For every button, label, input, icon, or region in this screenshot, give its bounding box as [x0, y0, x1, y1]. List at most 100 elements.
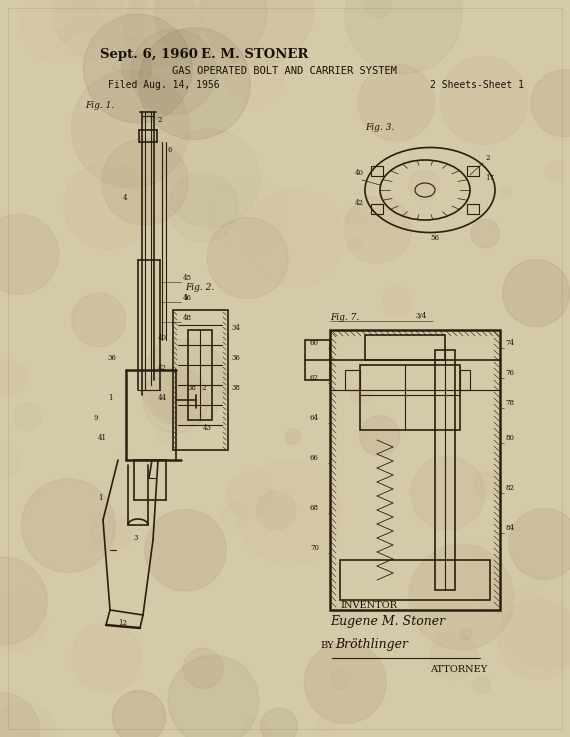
- Text: 4: 4: [123, 194, 128, 202]
- Text: Eugene M. Stoner: Eugene M. Stoner: [330, 615, 445, 628]
- Text: 6: 6: [168, 146, 173, 154]
- Bar: [360, 365, 460, 430]
- Bar: [365, 335, 445, 360]
- Text: Sept. 6, 1960: Sept. 6, 1960: [100, 48, 198, 61]
- Circle shape: [499, 186, 511, 198]
- Circle shape: [409, 545, 514, 650]
- Circle shape: [101, 139, 188, 226]
- Text: 84: 84: [505, 524, 514, 532]
- Circle shape: [0, 360, 27, 395]
- Text: 43: 43: [203, 424, 212, 432]
- Circle shape: [141, 339, 228, 426]
- Text: 66: 66: [310, 454, 319, 462]
- Circle shape: [84, 14, 192, 123]
- Circle shape: [142, 367, 209, 433]
- Circle shape: [345, 0, 462, 74]
- Text: 80: 80: [505, 434, 514, 442]
- Bar: [340, 560, 490, 600]
- Text: 48: 48: [183, 314, 192, 322]
- Circle shape: [121, 54, 152, 84]
- Text: 2 Sheets-Sheet 1: 2 Sheets-Sheet 1: [430, 80, 524, 90]
- Circle shape: [345, 207, 367, 228]
- Bar: [188, 330, 212, 420]
- Bar: [173, 310, 228, 450]
- Text: 56: 56: [430, 234, 439, 242]
- Circle shape: [168, 655, 259, 737]
- Text: 78: 78: [505, 399, 514, 407]
- Bar: [460, 370, 470, 390]
- Circle shape: [502, 576, 570, 668]
- Circle shape: [503, 259, 569, 326]
- Circle shape: [344, 196, 411, 263]
- Circle shape: [333, 599, 362, 629]
- Text: Filed Aug. 14, 1956: Filed Aug. 14, 1956: [108, 80, 219, 90]
- Circle shape: [0, 692, 39, 737]
- Text: 82: 82: [505, 484, 514, 492]
- Text: 42: 42: [158, 364, 167, 372]
- Text: GAS OPERATED BOLT AND CARRIER SYSTEM: GAS OPERATED BOLT AND CARRIER SYSTEM: [173, 66, 397, 76]
- Text: Fig. 3.: Fig. 3.: [365, 123, 394, 132]
- Circle shape: [112, 691, 166, 737]
- Circle shape: [200, 0, 314, 66]
- Circle shape: [498, 599, 570, 679]
- Circle shape: [72, 293, 125, 346]
- Text: 42: 42: [355, 199, 364, 207]
- Circle shape: [461, 629, 471, 640]
- Circle shape: [411, 456, 484, 530]
- Circle shape: [531, 70, 570, 137]
- Text: 62: 62: [310, 374, 319, 382]
- Bar: [305, 340, 330, 380]
- Circle shape: [0, 557, 47, 645]
- Text: 9: 9: [93, 414, 97, 422]
- Circle shape: [155, 0, 267, 68]
- Bar: [330, 330, 500, 610]
- Circle shape: [360, 416, 400, 456]
- Text: Bröthlinger: Bröthlinger: [335, 638, 408, 651]
- Text: 40: 40: [355, 169, 364, 177]
- Bar: [467, 204, 479, 214]
- Text: 2: 2: [158, 116, 162, 124]
- Circle shape: [364, 0, 392, 18]
- Circle shape: [430, 632, 477, 680]
- Text: INVENTOR: INVENTOR: [340, 601, 397, 610]
- Bar: [467, 166, 479, 176]
- Circle shape: [439, 57, 528, 144]
- Text: 3: 3: [133, 534, 137, 542]
- Text: 64: 64: [310, 414, 319, 422]
- Circle shape: [207, 217, 288, 298]
- Circle shape: [124, 0, 201, 66]
- Text: 70: 70: [310, 544, 319, 552]
- Circle shape: [0, 591, 47, 651]
- Text: E. M. STONER: E. M. STONER: [201, 48, 309, 61]
- Text: 44: 44: [158, 394, 167, 402]
- Text: 36: 36: [108, 354, 117, 362]
- Circle shape: [21, 479, 115, 573]
- Circle shape: [59, 27, 74, 41]
- Circle shape: [139, 28, 250, 139]
- Circle shape: [347, 235, 364, 252]
- Text: 2: 2: [485, 154, 490, 162]
- Text: 1: 1: [183, 294, 188, 302]
- Circle shape: [145, 509, 226, 591]
- Text: 41: 41: [98, 434, 107, 442]
- Circle shape: [509, 509, 570, 579]
- Bar: [372, 204, 384, 214]
- Text: 3/4: 3/4: [415, 312, 426, 320]
- Text: 76: 76: [505, 369, 514, 377]
- Text: 17: 17: [485, 174, 494, 182]
- Circle shape: [351, 385, 371, 405]
- Text: Fig. 1.: Fig. 1.: [85, 101, 114, 110]
- Text: 1: 1: [108, 394, 112, 402]
- Text: 36: 36: [232, 354, 241, 362]
- Circle shape: [150, 373, 196, 419]
- Circle shape: [71, 70, 189, 188]
- Circle shape: [471, 219, 499, 248]
- Text: Fig. 7.: Fig. 7.: [330, 313, 359, 322]
- Text: Fig. 2.: Fig. 2.: [185, 283, 214, 292]
- Text: 34: 34: [232, 324, 241, 332]
- Circle shape: [22, 0, 101, 63]
- Circle shape: [64, 162, 151, 249]
- Text: 38: 38: [188, 384, 197, 392]
- Text: 12: 12: [118, 619, 127, 627]
- Text: ATTORNEY: ATTORNEY: [430, 665, 487, 674]
